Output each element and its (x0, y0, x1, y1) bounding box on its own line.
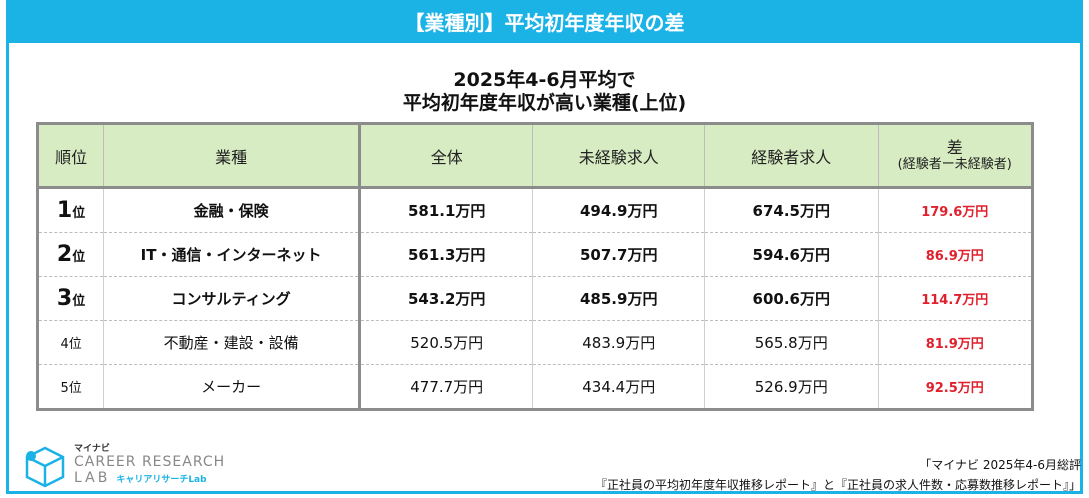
all-cell: 477.7万円 (358, 364, 533, 410)
source-note: 「マイナビ 2025年4-6月総評 『正社員の平均初年度年収推移レポート』と『正… (595, 455, 1081, 495)
diff-cell: 179.6万円 (877, 187, 1033, 233)
table-row: 3位 コンサルティング 543.2万円 485.9万円 600.6万円 114.… (37, 276, 1033, 321)
rank-cell: 3位 (37, 276, 104, 321)
rank-cell: 5位 (38, 365, 104, 410)
report-frame: 【業種別】平均初年度年収の差 2025年4-6月平均で 平均初年度年収が高い業種… (6, 0, 1083, 494)
header-diff-label: 差 (946, 137, 963, 157)
industry-cell: コンサルティング (103, 276, 361, 321)
all-cell: 543.2万円 (358, 276, 533, 321)
experienced-cell: 674.5万円 (703, 187, 878, 233)
table-heading: 2025年4-6月平均で 平均初年度年収が高い業種(上位) (9, 69, 1080, 115)
logo-line-2: LAB キャリアリサーチLab (74, 470, 225, 488)
header-inexperienced: 未経験求人 (532, 123, 705, 189)
inexperienced-cell: 483.9万円 (532, 320, 705, 365)
table-row: 2位 IT・通信・インターネット 561.3万円 507.7万円 594.6万円… (37, 232, 1033, 277)
all-cell: 561.3万円 (358, 232, 533, 277)
rank-suffix: 位 (72, 250, 86, 265)
industry-cell: 金融・保険 (103, 187, 361, 233)
inexperienced-cell: 507.7万円 (532, 232, 705, 277)
diff-cell: 81.9万円 (877, 320, 1033, 365)
heading-line-1: 2025年4-6月平均で (453, 69, 636, 91)
all-cell: 520.5万円 (358, 320, 533, 365)
rank-number: 3 (56, 286, 73, 311)
table-row: 4位 不動産・建設・設備 520.5万円 483.9万円 565.8万円 81.… (37, 320, 1033, 365)
table-row: 1位 金融・保険 581.1万円 494.9万円 674.5万円 179.6万円 (37, 187, 1033, 233)
rank-number: 1 (56, 198, 73, 223)
salary-table: 順位 業種 全体 未経験求人 経験者求人 差 (経験者ー未経験者) 1位 金融・… (36, 122, 1034, 411)
table-header-row: 順位 業種 全体 未経験求人 経験者求人 差 (経験者ー未経験者) (37, 123, 1033, 189)
experienced-cell: 600.6万円 (703, 276, 878, 321)
header-rank: 順位 (37, 123, 104, 189)
all-cell: 581.1万円 (358, 187, 533, 233)
rank-label: 5位 (60, 381, 82, 396)
logo-jp-text: キャリアリサーチLab (116, 475, 207, 485)
diff-cell: 92.5万円 (877, 364, 1033, 410)
banner-title: 【業種別】平均初年度年収の差 (9, 3, 1080, 43)
source-line-1: 「マイナビ 2025年4-6月総評 (919, 458, 1081, 472)
logo-line-1: CAREER RESEARCH (74, 454, 226, 470)
header-all: 全体 (358, 123, 533, 189)
industry-cell: 不動産・建設・設備 (103, 320, 361, 365)
rank-number: 2 (56, 242, 73, 267)
experienced-cell: 526.9万円 (703, 364, 878, 410)
logo-text: マイナビ CAREER RESEARCH LAB キャリアリサーチLab (74, 444, 225, 488)
industry-cell: メーカー (103, 364, 361, 410)
header-experienced: 経験者求人 (703, 123, 878, 189)
header-industry: 業種 (103, 123, 361, 189)
header-diff: 差 (経験者ー未経験者) (877, 123, 1033, 189)
rank-cell: 1位 (37, 187, 104, 233)
header-diff-sub: (経験者ー未経験者) (897, 156, 1012, 172)
inexperienced-cell: 494.9万円 (532, 187, 705, 233)
experienced-cell: 594.6万円 (703, 232, 878, 277)
rank-suffix: 位 (72, 294, 86, 309)
logo-lab-text: LAB (74, 470, 111, 486)
cube-logo-icon (25, 446, 65, 488)
rank-cell: 4位 (37, 320, 104, 365)
logo-brand: マイナビ (74, 444, 110, 454)
diff-cell: 86.9万円 (877, 232, 1033, 277)
heading-line-2: 平均初年度年収が高い業種(上位) (402, 92, 687, 114)
table-row: 5位 メーカー 477.7万円 434.4万円 526.9万円 92.5万円 (38, 364, 1033, 410)
rank-cell: 2位 (37, 232, 104, 277)
rank-suffix: 位 (72, 206, 86, 221)
source-line-2: 『正社員の平均初年度年収推移レポート』と『正社員の求人件数・応募数推移レポート』… (594, 478, 1081, 492)
industry-cell: IT・通信・インターネット (103, 232, 361, 277)
inexperienced-cell: 434.4万円 (532, 364, 705, 410)
inexperienced-cell: 485.9万円 (532, 276, 705, 321)
rank-label: 4位 (60, 337, 82, 352)
experienced-cell: 565.8万円 (703, 320, 878, 365)
diff-cell: 114.7万円 (877, 276, 1033, 321)
career-research-lab-logo: マイナビ CAREER RESEARCH LAB キャリアリサーチLab (22, 444, 225, 492)
